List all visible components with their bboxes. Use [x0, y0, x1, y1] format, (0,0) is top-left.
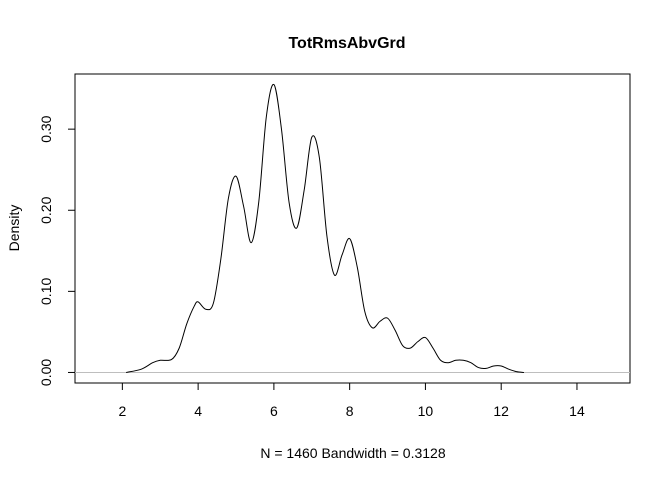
x-tick-label: 2: [118, 403, 126, 419]
y-tick-label: 0.20: [38, 196, 54, 223]
plot-frame: [74, 73, 631, 384]
x-tick-label: 8: [346, 403, 354, 419]
x-tick-label: 6: [270, 403, 278, 419]
x-axis: 2 4 6 8 10 12 14: [118, 382, 585, 419]
y-axis: 0.00 0.10 0.20 0.30: [38, 115, 76, 386]
x-tick-label: 14: [569, 403, 585, 419]
density-line: [126, 84, 524, 373]
chart-title: TotRmsAbvGrd: [288, 35, 405, 52]
x-tick-label: 10: [418, 403, 434, 419]
x-tick-label: 4: [194, 403, 202, 419]
x-tick-label: 12: [493, 403, 509, 419]
y-tick-label: 0.00: [38, 359, 54, 386]
y-axis-label: Density: [6, 205, 22, 252]
y-tick-label: 0.30: [38, 115, 54, 142]
y-tick-label: 0.10: [38, 278, 54, 305]
series-layer: [126, 84, 524, 373]
x-axis-label: N = 1460 Bandwidth = 0.3128: [260, 445, 445, 461]
